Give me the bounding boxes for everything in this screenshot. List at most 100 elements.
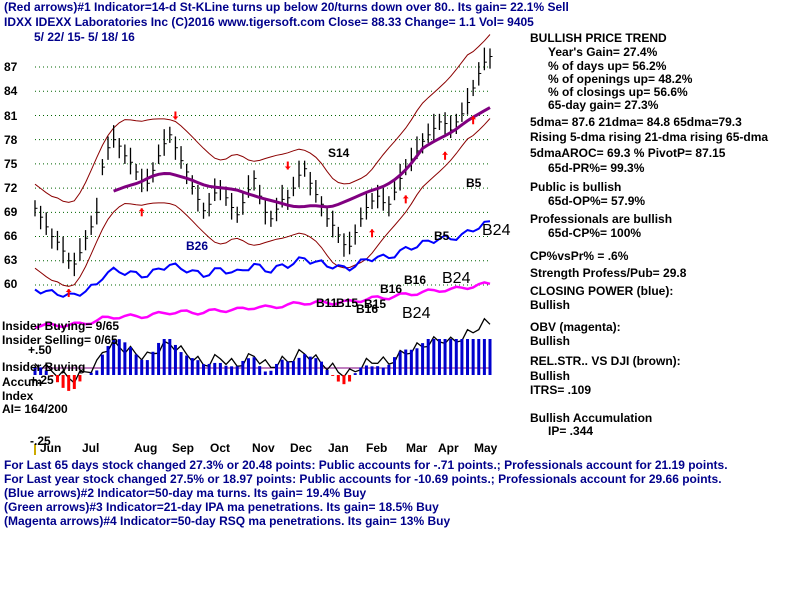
accum-bar-positive (291, 361, 295, 375)
accum-bar-positive (409, 349, 413, 375)
y-tick-66: 66 (4, 229, 18, 243)
accum-bar-positive (303, 354, 307, 375)
accum-bar-positive (353, 373, 357, 375)
accum-bar-positive (297, 357, 301, 375)
accum-bar-positive (415, 348, 419, 375)
aroc-pivot: 5dmaAROC= 69.3 % PivotP= 87.15 (530, 146, 726, 160)
accum-bar-negative (61, 375, 65, 388)
accum-bar-negative (50, 375, 54, 377)
index-label: Index (2, 389, 34, 403)
accum-bar-negative (67, 375, 71, 391)
obv-path (34, 281, 491, 330)
signal-b5-top: B5 (466, 176, 482, 190)
pct-openings-up: % of openings up= 48.2% (548, 72, 693, 86)
accum-bar-positive (280, 359, 284, 375)
pr-65d: 65d-PR%= 99.3% (548, 161, 645, 175)
accum-bar-positive (471, 339, 475, 375)
gain-65day: 65-day gain= 27.3% (548, 98, 659, 112)
x-tick-jan: Jan (328, 441, 349, 455)
accum-bar-positive (246, 358, 250, 375)
accum-bar-positive (179, 352, 183, 375)
op-65d: 65d-OP%= 57.9% (548, 194, 646, 208)
signal-arrow-head (369, 229, 376, 233)
accum-status: Bullish Accumulation (530, 411, 653, 425)
accum-bar-positive (117, 339, 121, 375)
header-indicator-1: (Red arrows)#1 Indicator=14-d St-KLine t… (4, 0, 569, 14)
x-tick-aug: Aug (134, 441, 158, 455)
accumulation-index (33, 339, 492, 391)
accum-bar-positive (437, 339, 441, 375)
x-tick-feb: Feb (366, 441, 388, 455)
accum-bar-positive (235, 366, 239, 375)
signal-b26: B26 (186, 239, 209, 253)
accum-bar-positive (218, 362, 222, 375)
accum-plus25: +.25 (30, 373, 54, 387)
signal-arrow-head (284, 166, 291, 170)
accum-bar-positive (89, 372, 93, 375)
x-tick-nov: Nov (252, 441, 275, 455)
y-tick-81: 81 (4, 109, 18, 123)
signal-arrow-head (402, 195, 409, 199)
signal-b24-rs: B24 (402, 305, 431, 322)
accum-bar-positive (466, 339, 470, 375)
signal-b15-a: B15 (336, 296, 359, 310)
accum-bar-positive (207, 363, 211, 375)
accum-bar-positive (376, 366, 380, 375)
accum-bar-positive (449, 339, 453, 375)
footer-magenta-arrows: (Magenta arrows)#4 Indicator=50-day RSQ … (4, 514, 451, 528)
years-gain: Year's Gain= 27.4% (548, 45, 658, 59)
signal-arrow-head (442, 151, 449, 155)
accum-bar-negative (78, 375, 82, 382)
x-tick-mar: Mar (406, 441, 428, 455)
signal-s14: S14 (328, 146, 350, 160)
x-tick-jun: Jun (40, 441, 62, 455)
signal-b15-b: B15 (364, 297, 387, 311)
accum-bar-positive (263, 371, 267, 375)
x-tick-jul: Jul (82, 441, 100, 455)
accum-bar-positive (393, 357, 397, 375)
accum-bar-positive (128, 347, 132, 375)
x-tick-sep: Sep (172, 441, 195, 455)
signal-b5-mid: B5 (434, 229, 450, 243)
signal-b24-cp: B24 (482, 222, 511, 239)
accum-bar-positive (241, 360, 245, 375)
accum-bar-positive (426, 339, 430, 375)
public-status: Public is bullish (530, 180, 622, 194)
accum-bar-positive (112, 339, 116, 375)
signal-arrow-head (172, 116, 179, 120)
y-tick-84: 84 (4, 84, 18, 98)
strength-ratio: Strength Profess/Pub= 29.8 (530, 266, 687, 280)
y-tick-60: 60 (4, 277, 18, 291)
accum-bar-positive (44, 370, 48, 375)
accum-bar-negative (72, 375, 76, 390)
accum-bar-positive (224, 365, 228, 375)
insider-buying-label: Insider Buying (2, 360, 86, 374)
accum-bar-negative (348, 375, 352, 382)
ai-value: AI= 164/200 (2, 402, 68, 416)
signal-b16-b: B16 (380, 282, 403, 296)
accum-bar-positive (488, 339, 492, 375)
accum-bar-positive (140, 359, 144, 375)
accum-label: Accum (2, 375, 43, 389)
lower-band (34, 118, 491, 287)
accum-bar-positive (364, 365, 368, 375)
accum-bar-positive (185, 355, 189, 375)
relstr-label: REL.STR.. VS DJI (brown): (530, 354, 681, 368)
trading-bands (34, 34, 491, 287)
accum-plus50: +.50 (28, 343, 52, 357)
y-tick-72: 72 (4, 181, 18, 195)
accum-bar-positive (162, 339, 166, 375)
signal-b16-c: B16 (356, 302, 379, 316)
x-tick-apr: Apr (438, 441, 459, 455)
pct-days-up: % of days up= 56.2% (548, 59, 667, 73)
price-bars (34, 47, 493, 277)
accum-bar-positive (173, 344, 177, 375)
accum-bar-positive (460, 339, 464, 375)
signal-arrows (65, 111, 477, 298)
accum-bar-positive (319, 361, 323, 375)
accum-bar-positive (134, 354, 138, 375)
accum-bar-positive (252, 357, 256, 375)
accum-bar-positive (325, 369, 329, 375)
relstr-status: Bullish (530, 369, 571, 383)
footer-green-arrows: (Green arrows)#3 Indicator=21-day IPA ma… (4, 500, 439, 514)
